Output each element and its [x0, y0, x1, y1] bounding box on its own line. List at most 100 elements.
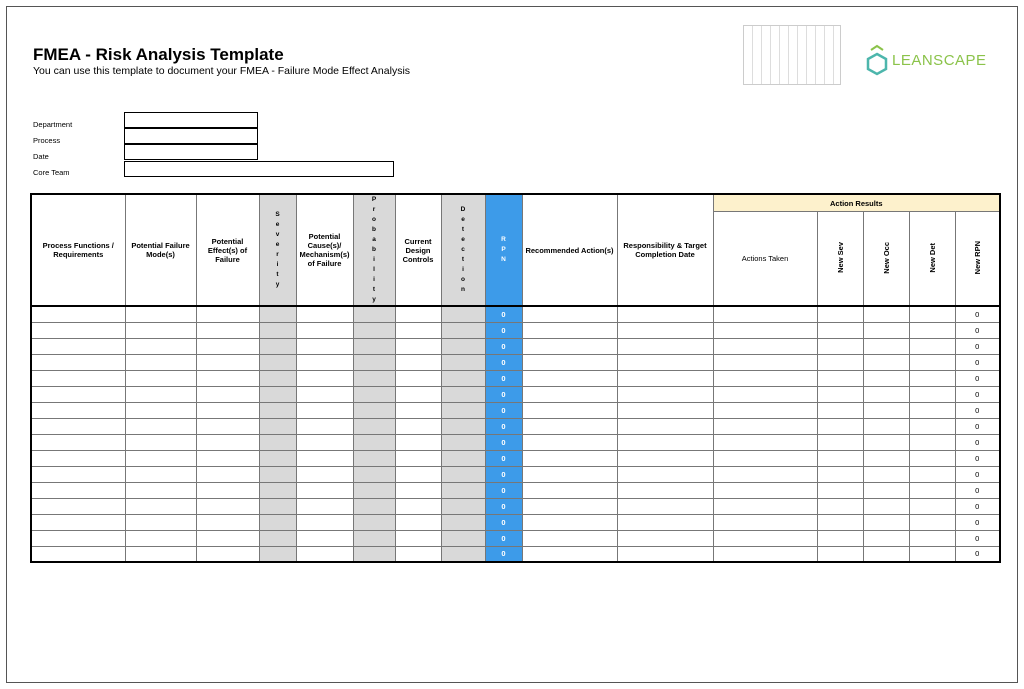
cell-1[interactable]	[124, 481, 197, 499]
cell-13[interactable]	[862, 353, 910, 371]
cell-7[interactable]	[440, 385, 486, 403]
cell-7[interactable]	[440, 449, 486, 467]
new-rpn-cell[interactable]: 0	[954, 545, 1001, 563]
cell-6[interactable]	[394, 529, 442, 547]
new-rpn-cell[interactable]: 0	[954, 481, 1001, 499]
cell-2[interactable]	[195, 321, 260, 339]
cell-2[interactable]	[195, 337, 260, 355]
cell-4[interactable]	[295, 337, 354, 355]
cell-12[interactable]	[816, 369, 864, 387]
cell-4[interactable]	[295, 513, 354, 531]
cell-9[interactable]	[521, 337, 618, 355]
cell-2[interactable]	[195, 353, 260, 371]
cell-3[interactable]	[258, 385, 297, 403]
cell-12[interactable]	[816, 513, 864, 531]
cell-3[interactable]	[258, 305, 297, 323]
cell-13[interactable]	[862, 337, 910, 355]
cell-4[interactable]	[295, 465, 354, 483]
cell-6[interactable]	[394, 385, 442, 403]
cell-5[interactable]	[352, 449, 396, 467]
cell-1[interactable]	[124, 513, 197, 531]
cell-13[interactable]	[862, 417, 910, 435]
cell-5[interactable]	[352, 337, 396, 355]
cell-10[interactable]	[616, 513, 714, 531]
rpn-cell[interactable]: 0	[484, 481, 523, 499]
cell-6[interactable]	[394, 337, 442, 355]
cell-1[interactable]	[124, 337, 197, 355]
cell-10[interactable]	[616, 545, 714, 563]
cell-7[interactable]	[440, 545, 486, 563]
cell-1[interactable]	[124, 353, 197, 371]
cell-4[interactable]	[295, 497, 354, 515]
cell-1[interactable]	[124, 529, 197, 547]
cell-6[interactable]	[394, 369, 442, 387]
cell-3[interactable]	[258, 433, 297, 451]
cell-12[interactable]	[816, 545, 864, 563]
cell-6[interactable]	[394, 465, 442, 483]
new-rpn-cell[interactable]: 0	[954, 401, 1001, 419]
new-rpn-cell[interactable]: 0	[954, 353, 1001, 371]
cell-12[interactable]	[816, 385, 864, 403]
cell-14[interactable]	[908, 433, 956, 451]
cell-9[interactable]	[521, 529, 618, 547]
rpn-cell[interactable]: 0	[484, 449, 523, 467]
cell-13[interactable]	[862, 465, 910, 483]
cell-14[interactable]	[908, 369, 956, 387]
cell-14[interactable]	[908, 481, 956, 499]
cell-0[interactable]	[30, 513, 126, 531]
cell-10[interactable]	[616, 433, 714, 451]
cell-10[interactable]	[616, 497, 714, 515]
cell-0[interactable]	[30, 497, 126, 515]
cell-5[interactable]	[352, 321, 396, 339]
cell-5[interactable]	[352, 513, 396, 531]
rpn-cell[interactable]: 0	[484, 321, 523, 339]
rpn-cell[interactable]: 0	[484, 385, 523, 403]
cell-4[interactable]	[295, 481, 354, 499]
cell-2[interactable]	[195, 465, 260, 483]
cell-4[interactable]	[295, 305, 354, 323]
cell-3[interactable]	[258, 321, 297, 339]
cell-5[interactable]	[352, 385, 396, 403]
cell-9[interactable]	[521, 417, 618, 435]
cell-11[interactable]	[712, 449, 818, 467]
cell-11[interactable]	[712, 513, 818, 531]
cell-14[interactable]	[908, 353, 956, 371]
cell-6[interactable]	[394, 433, 442, 451]
new-rpn-cell[interactable]: 0	[954, 529, 1001, 547]
cell-9[interactable]	[521, 433, 618, 451]
new-rpn-cell[interactable]: 0	[954, 305, 1001, 323]
cell-0[interactable]	[30, 305, 126, 323]
cell-13[interactable]	[862, 449, 910, 467]
cell-12[interactable]	[816, 497, 864, 515]
cell-3[interactable]	[258, 481, 297, 499]
cell-5[interactable]	[352, 529, 396, 547]
cell-7[interactable]	[440, 433, 486, 451]
cell-3[interactable]	[258, 465, 297, 483]
new-rpn-cell[interactable]: 0	[954, 433, 1001, 451]
cell-6[interactable]	[394, 321, 442, 339]
cell-13[interactable]	[862, 321, 910, 339]
cell-0[interactable]	[30, 337, 126, 355]
cell-3[interactable]	[258, 497, 297, 515]
cell-4[interactable]	[295, 401, 354, 419]
date-field[interactable]	[124, 144, 258, 160]
cell-10[interactable]	[616, 401, 714, 419]
cell-2[interactable]	[195, 545, 260, 563]
cell-4[interactable]	[295, 353, 354, 371]
cell-1[interactable]	[124, 321, 197, 339]
cell-5[interactable]	[352, 401, 396, 419]
cell-1[interactable]	[124, 369, 197, 387]
cell-7[interactable]	[440, 337, 486, 355]
cell-5[interactable]	[352, 545, 396, 563]
cell-12[interactable]	[816, 529, 864, 547]
cell-14[interactable]	[908, 449, 956, 467]
new-rpn-cell[interactable]: 0	[954, 465, 1001, 483]
cell-7[interactable]	[440, 321, 486, 339]
cell-11[interactable]	[712, 337, 818, 355]
cell-0[interactable]	[30, 545, 126, 563]
cell-3[interactable]	[258, 513, 297, 531]
cell-6[interactable]	[394, 497, 442, 515]
cell-12[interactable]	[816, 481, 864, 499]
cell-4[interactable]	[295, 529, 354, 547]
cell-9[interactable]	[521, 513, 618, 531]
